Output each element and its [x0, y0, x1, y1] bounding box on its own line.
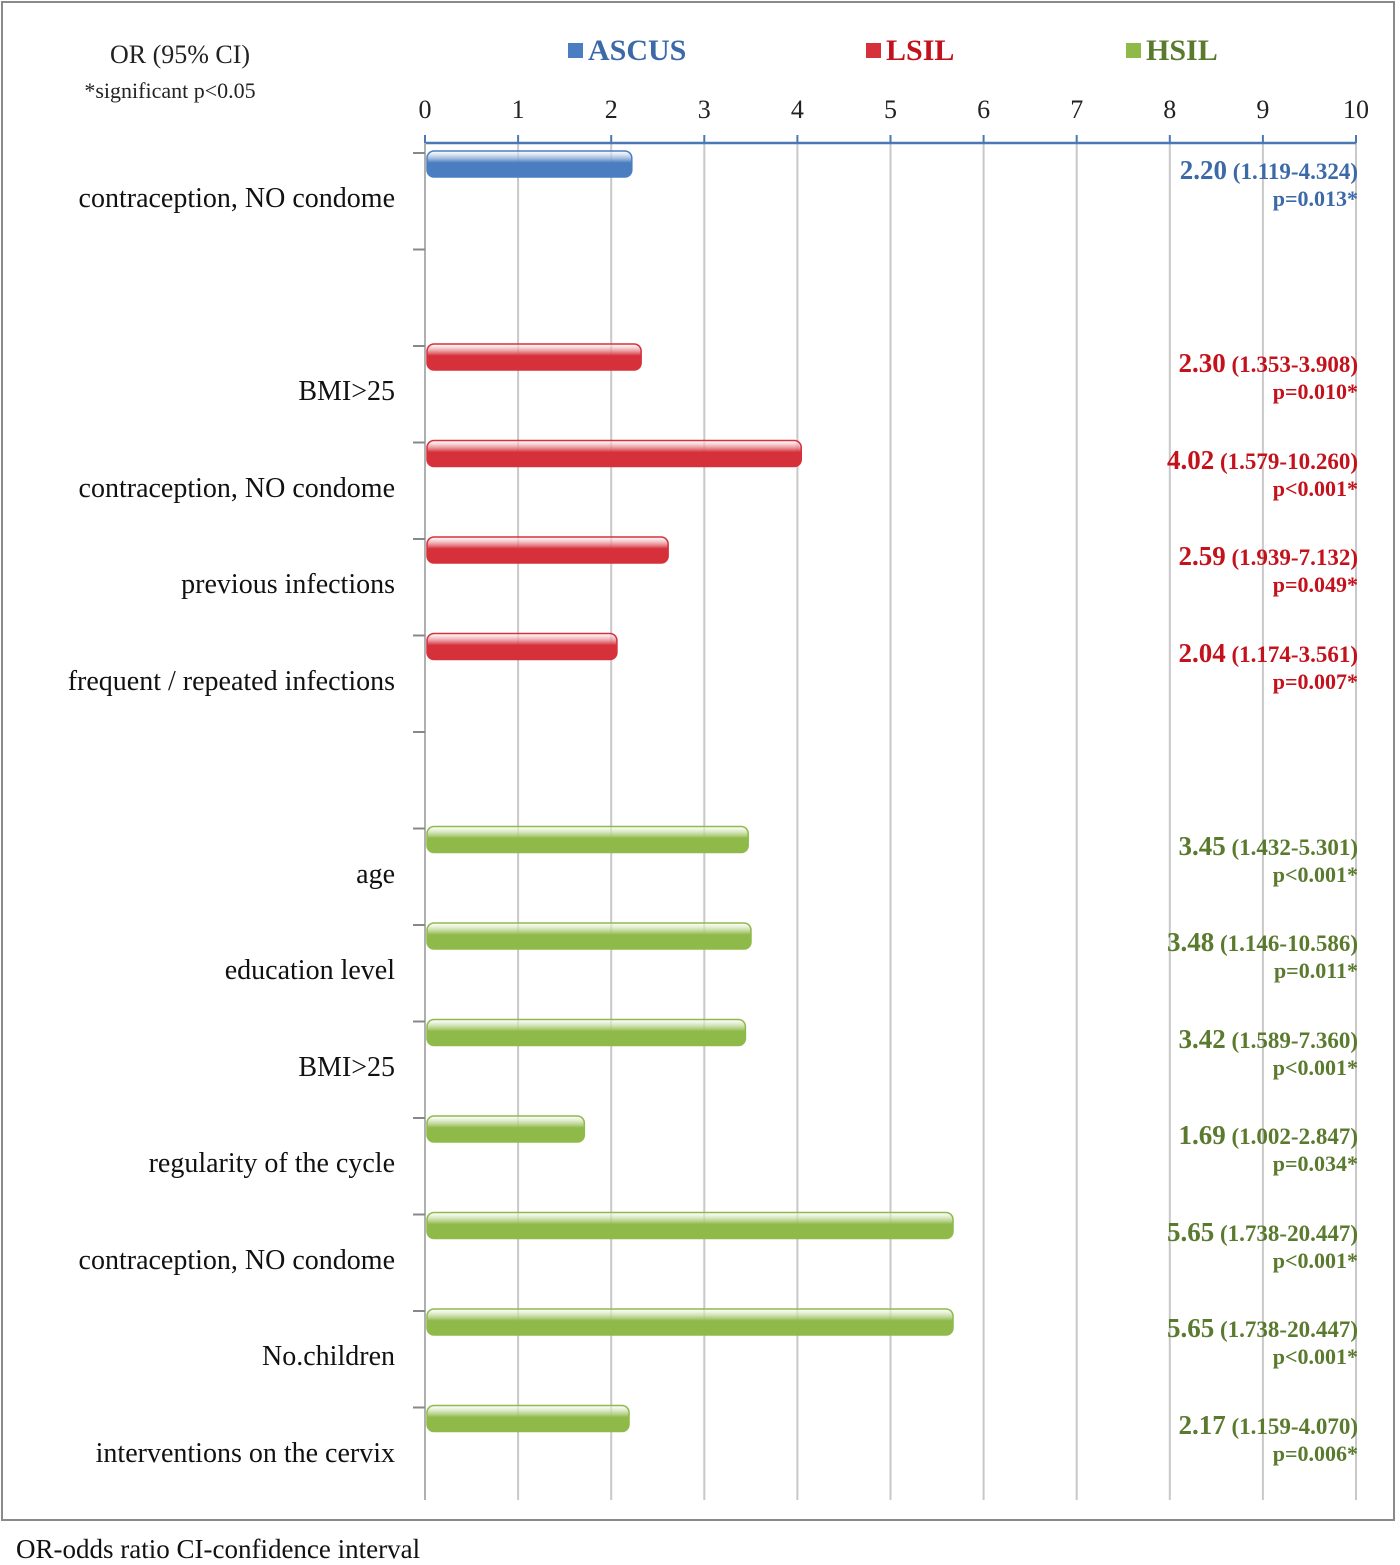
bar-hsil-10: [426, 1308, 954, 1336]
odds-ratio-value: 2.30: [1178, 348, 1226, 378]
confidence-interval: (1.146-10.586): [1214, 931, 1358, 956]
bar-hsil-8: [426, 1115, 586, 1143]
confidence-interval: (1.579-10.260): [1214, 448, 1358, 474]
legend-label: LSIL: [886, 34, 955, 67]
p-value: p=0.007*: [1272, 668, 1358, 694]
odds-ratio-value: 3.45: [1178, 830, 1226, 861]
x-tick-label-7: 7: [1070, 95, 1083, 124]
odds-ratio-value: 2.59: [1178, 541, 1226, 571]
footer-note: OR-odds ratio CI-confidence interval: [16, 1534, 421, 1564]
category-label: regularity of the cycle: [148, 1148, 395, 1179]
bar-annotation: 3.48 (1.146-10.586) p=0.011*: [1167, 927, 1358, 984]
category-label: No.children: [262, 1341, 395, 1372]
confidence-interval: (1.738-20.447): [1214, 1317, 1358, 1342]
p-value: p=0.013*: [1272, 186, 1358, 211]
p-value: p<0.001*: [1272, 861, 1358, 887]
bar-lsil-2: [426, 439, 803, 468]
bar-lsil-4: [426, 632, 618, 661]
significance-note: *significant p<0.05: [84, 78, 256, 103]
p-value: p=0.006*: [1272, 1440, 1358, 1466]
bar-annotation: 4.02 (1.579-10.260) p<0.001*: [1167, 445, 1358, 502]
bar-lsil-3: [426, 536, 669, 564]
odds-ratio-value: 2.17: [1178, 1409, 1226, 1440]
legend-label: HSIL: [1146, 34, 1218, 67]
category-label: previous infections: [181, 569, 395, 600]
bar-annotation: 5.65 (1.738-20.447) p<0.001*: [1167, 1217, 1358, 1274]
bar-annotation: 3.42 (1.589-7.360) p<0.001*: [1179, 1024, 1358, 1081]
confidence-interval: (1.119-4.324): [1227, 159, 1358, 184]
p-value: p=0.049*: [1272, 572, 1358, 597]
odds-ratio-value: 5.65: [1167, 1313, 1215, 1343]
odds-ratio-value: 4.02: [1167, 444, 1215, 475]
bar-hsil-6: [426, 922, 752, 950]
confidence-interval: (1.002-2.847): [1225, 1124, 1358, 1149]
category-label: BMI>25: [298, 1051, 395, 1083]
legend-swatch: [1126, 43, 1141, 58]
confidence-interval: (1.589-7.360): [1225, 1027, 1358, 1053]
odds-ratio-value: 3.48: [1167, 927, 1215, 957]
legend-swatch: [866, 43, 881, 58]
confidence-interval: (1.939-7.132): [1225, 545, 1358, 570]
odds-ratio-value: 2.20: [1179, 155, 1228, 185]
x-tick-label-4: 4: [791, 95, 804, 124]
category-label: BMI>25: [298, 376, 395, 407]
legend-item-ascus: ASCUS: [568, 34, 686, 68]
bar-annotation: 1.69 (1.002-2.847) p=0.034*: [1179, 1120, 1358, 1177]
confidence-interval: (1.159-4.070): [1225, 1413, 1358, 1439]
x-tick-label-2: 2: [605, 95, 618, 124]
odds-ratio-value: 3.42: [1178, 1023, 1226, 1054]
p-value: p=0.011*: [1273, 958, 1358, 983]
category-label: education level: [224, 955, 395, 986]
p-value: p<0.001*: [1272, 1054, 1358, 1080]
bar-annotation: 3.45 (1.432-5.301) p<0.001*: [1179, 831, 1358, 888]
p-value: p<0.001*: [1272, 475, 1358, 501]
x-tick-label-8: 8: [1163, 95, 1176, 124]
bar-hsil-7: [426, 1018, 747, 1047]
bar-annotation: 5.65 (1.738-20.447) p<0.001*: [1167, 1313, 1358, 1370]
category-label: contraception, NO condome: [78, 1244, 395, 1276]
bar-annotation: 2.20 (1.119-4.324) p=0.013*: [1180, 155, 1358, 212]
p-value: p<0.001*: [1272, 1344, 1358, 1369]
legend-label: ASCUS: [588, 34, 687, 67]
category-label: age: [356, 858, 395, 890]
category-label: interventions on the cervix: [95, 1437, 395, 1469]
bar-ascus-0: [426, 150, 633, 178]
bar-hsil-5: [426, 825, 749, 854]
p-value: p=0.010*: [1272, 379, 1358, 404]
x-tick-label-5: 5: [884, 95, 897, 124]
p-value: p=0.034*: [1272, 1151, 1358, 1176]
or-title: OR (95% CI): [109, 40, 251, 69]
legend-item-lsil: LSIL: [866, 34, 954, 68]
bar-hsil-9: [426, 1211, 954, 1240]
bar-lsil-1: [426, 343, 642, 371]
legend-swatch: [568, 43, 583, 58]
x-tick-label-1: 1: [512, 95, 525, 124]
odds-ratio-value: 5.65: [1167, 1216, 1215, 1247]
category-label: frequent / repeated infections: [67, 665, 395, 697]
confidence-interval: (1.174-3.561): [1225, 641, 1358, 667]
chart-frame: [1, 1, 1395, 1521]
category-label: contraception, NO condome: [78, 472, 395, 504]
bar-annotation: 2.30 (1.353-3.908) p=0.010*: [1179, 348, 1358, 405]
confidence-interval: (1.738-20.447): [1214, 1220, 1358, 1246]
odds-ratio-value: 1.69: [1178, 1120, 1226, 1150]
x-tick-label-9: 9: [1256, 95, 1269, 124]
x-tick-label-10: 10: [1343, 95, 1369, 124]
confidence-interval: (1.432-5.301): [1225, 834, 1358, 860]
category-label: contraception, NO condome: [78, 183, 395, 214]
bar-hsil-11: [426, 1404, 630, 1433]
x-tick-label-3: 3: [698, 95, 711, 124]
x-tick-label-6: 6: [977, 95, 990, 124]
legend-item-hsil: HSIL: [1126, 34, 1218, 68]
confidence-interval: (1.353-3.908): [1225, 352, 1358, 377]
bar-annotation: 2.04 (1.174-3.561) p=0.007*: [1179, 638, 1358, 695]
p-value: p<0.001*: [1272, 1247, 1358, 1273]
x-tick-label-0: 0: [419, 95, 432, 124]
odds-ratio-value: 2.04: [1178, 637, 1226, 668]
bar-annotation: 2.59 (1.939-7.132) p=0.049*: [1179, 541, 1358, 598]
bar-annotation: 2.17 (1.159-4.070) p=0.006*: [1179, 1410, 1358, 1467]
